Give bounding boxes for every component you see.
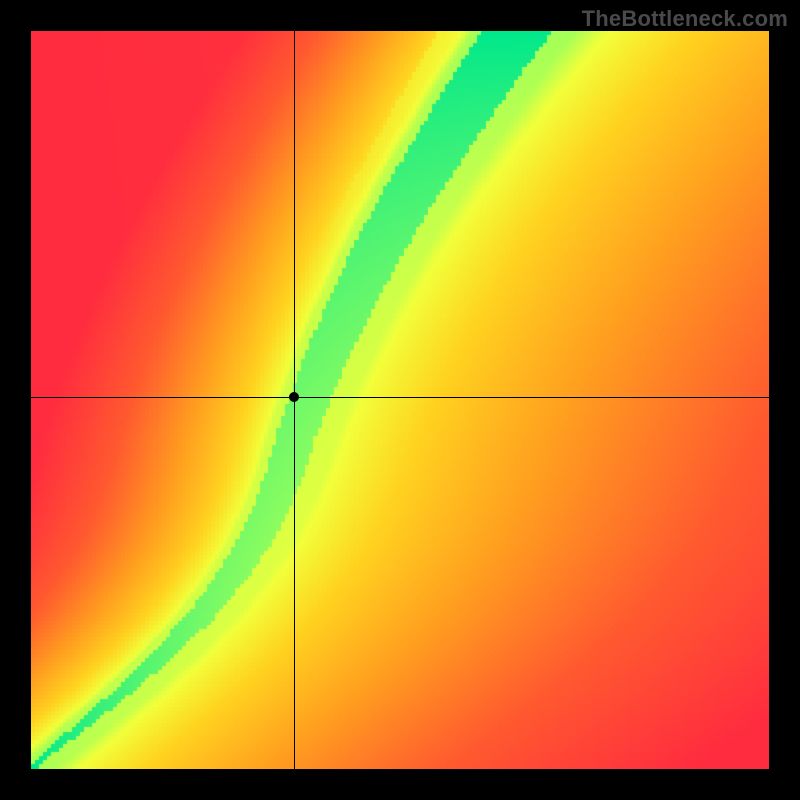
watermark-text: TheBottleneck.com [582,6,788,32]
crosshair-horizontal [31,397,769,398]
crosshair-marker [289,392,299,402]
chart-container: TheBottleneck.com [0,0,800,800]
heatmap-plot [31,31,769,769]
